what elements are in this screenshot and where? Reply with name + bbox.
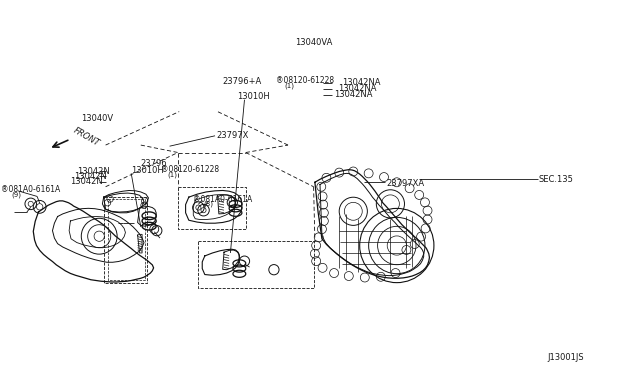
- Text: 13042NA: 13042NA: [342, 78, 381, 87]
- Text: FRONT: FRONT: [72, 126, 101, 148]
- Text: 13040V: 13040V: [81, 114, 113, 123]
- Text: ®081A0-6161A: ®081A0-6161A: [1, 185, 61, 194]
- Text: (9): (9): [12, 192, 22, 198]
- Text: 13040VA: 13040VA: [295, 38, 332, 47]
- Text: 13042NA: 13042NA: [338, 84, 376, 93]
- Text: 13010H: 13010H: [131, 166, 164, 175]
- Text: 23797X: 23797X: [216, 131, 249, 140]
- Text: ®081A0-6161A: ®081A0-6161A: [193, 195, 253, 203]
- Text: 13042N: 13042N: [77, 167, 109, 176]
- Text: SEC.135: SEC.135: [538, 175, 573, 184]
- Text: 23796: 23796: [141, 159, 168, 168]
- Text: 13042N: 13042N: [70, 177, 103, 186]
- Text: (1): (1): [168, 171, 178, 178]
- Text: 13010H: 13010H: [237, 92, 269, 101]
- Text: 23796+A: 23796+A: [222, 77, 261, 86]
- Text: 13042N: 13042N: [74, 172, 106, 181]
- Text: (8): (8): [203, 201, 213, 208]
- Text: 13042NA: 13042NA: [334, 90, 372, 99]
- Text: (1): (1): [285, 82, 295, 89]
- Text: 23797XA: 23797XA: [386, 179, 424, 187]
- Text: ®08120-61228: ®08120-61228: [276, 76, 335, 85]
- Text: J13001JS: J13001JS: [548, 353, 584, 362]
- Text: ®08120-61228: ®08120-61228: [161, 165, 220, 174]
